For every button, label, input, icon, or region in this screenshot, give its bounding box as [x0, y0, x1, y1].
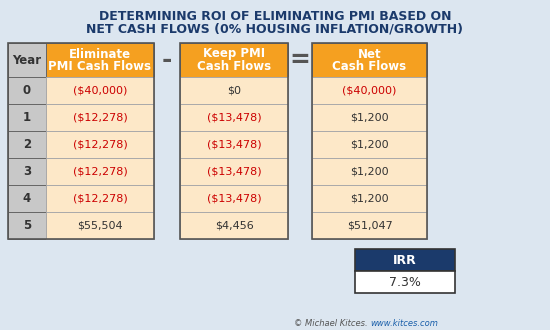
Text: 3: 3 — [23, 165, 31, 178]
Bar — [180, 43, 288, 239]
Bar — [312, 104, 427, 131]
Text: $4,456: $4,456 — [214, 220, 254, 230]
Bar — [312, 43, 427, 239]
Text: ($12,278): ($12,278) — [73, 113, 128, 122]
Bar — [8, 185, 46, 212]
Text: 1: 1 — [23, 111, 31, 124]
Bar — [46, 43, 154, 77]
Bar — [8, 77, 46, 104]
Text: © Michael Kitces.: © Michael Kitces. — [294, 318, 370, 327]
Text: $51,047: $51,047 — [346, 220, 392, 230]
Text: ($13,478): ($13,478) — [207, 113, 261, 122]
Bar — [46, 104, 154, 131]
Text: $55,504: $55,504 — [77, 220, 123, 230]
Text: 0: 0 — [23, 84, 31, 97]
Bar — [355, 249, 455, 271]
Bar — [46, 212, 154, 239]
Bar — [46, 185, 154, 212]
Bar — [8, 43, 154, 239]
Text: ($12,278): ($12,278) — [73, 167, 128, 177]
Bar — [312, 131, 427, 158]
Text: -: - — [162, 48, 172, 72]
Bar — [8, 104, 46, 131]
Bar — [180, 131, 288, 158]
Bar — [8, 158, 46, 185]
Text: $0: $0 — [227, 85, 241, 95]
Bar — [46, 131, 154, 158]
Bar — [8, 212, 46, 239]
Bar — [180, 77, 288, 104]
Text: Eliminate: Eliminate — [69, 48, 131, 60]
Text: DETERMINING ROI OF ELIMINATING PMI BASED ON: DETERMINING ROI OF ELIMINATING PMI BASED… — [99, 10, 451, 23]
Text: $1,200: $1,200 — [350, 140, 389, 149]
Text: Year: Year — [13, 53, 42, 67]
Text: ($13,478): ($13,478) — [207, 193, 261, 204]
Text: PMI Cash Flows: PMI Cash Flows — [48, 60, 151, 74]
Text: Cash Flows: Cash Flows — [197, 60, 271, 74]
Text: $1,200: $1,200 — [350, 113, 389, 122]
Bar — [312, 212, 427, 239]
Bar — [180, 212, 288, 239]
Bar — [180, 158, 288, 185]
Text: 4: 4 — [23, 192, 31, 205]
Text: ($13,478): ($13,478) — [207, 167, 261, 177]
Bar — [312, 43, 427, 77]
Text: www.kitces.com: www.kitces.com — [370, 318, 438, 327]
Text: ($40,000): ($40,000) — [342, 85, 397, 95]
Text: Keep PMI: Keep PMI — [203, 48, 265, 60]
Text: Cash Flows: Cash Flows — [332, 60, 406, 74]
Text: 2: 2 — [23, 138, 31, 151]
Text: ($12,278): ($12,278) — [73, 140, 128, 149]
Bar — [312, 158, 427, 185]
Text: $1,200: $1,200 — [350, 193, 389, 204]
Bar — [180, 185, 288, 212]
Text: ($40,000): ($40,000) — [73, 85, 127, 95]
Bar — [180, 104, 288, 131]
Text: $1,200: $1,200 — [350, 167, 389, 177]
Text: ($13,478): ($13,478) — [207, 140, 261, 149]
Bar — [8, 43, 46, 77]
Text: IRR: IRR — [393, 253, 417, 267]
Text: Net: Net — [358, 48, 381, 60]
Text: 5: 5 — [23, 219, 31, 232]
Text: ($12,278): ($12,278) — [73, 193, 128, 204]
Bar — [355, 271, 455, 293]
Bar — [8, 131, 46, 158]
Text: 7.3%: 7.3% — [389, 276, 421, 288]
Bar — [46, 158, 154, 185]
Bar — [312, 77, 427, 104]
Bar — [312, 185, 427, 212]
Text: =: = — [289, 48, 310, 72]
Bar — [180, 43, 288, 77]
Text: NET CASH FLOWS (0% HOUSING INFLATION/GROWTH): NET CASH FLOWS (0% HOUSING INFLATION/GRO… — [86, 23, 464, 36]
Bar — [46, 77, 154, 104]
